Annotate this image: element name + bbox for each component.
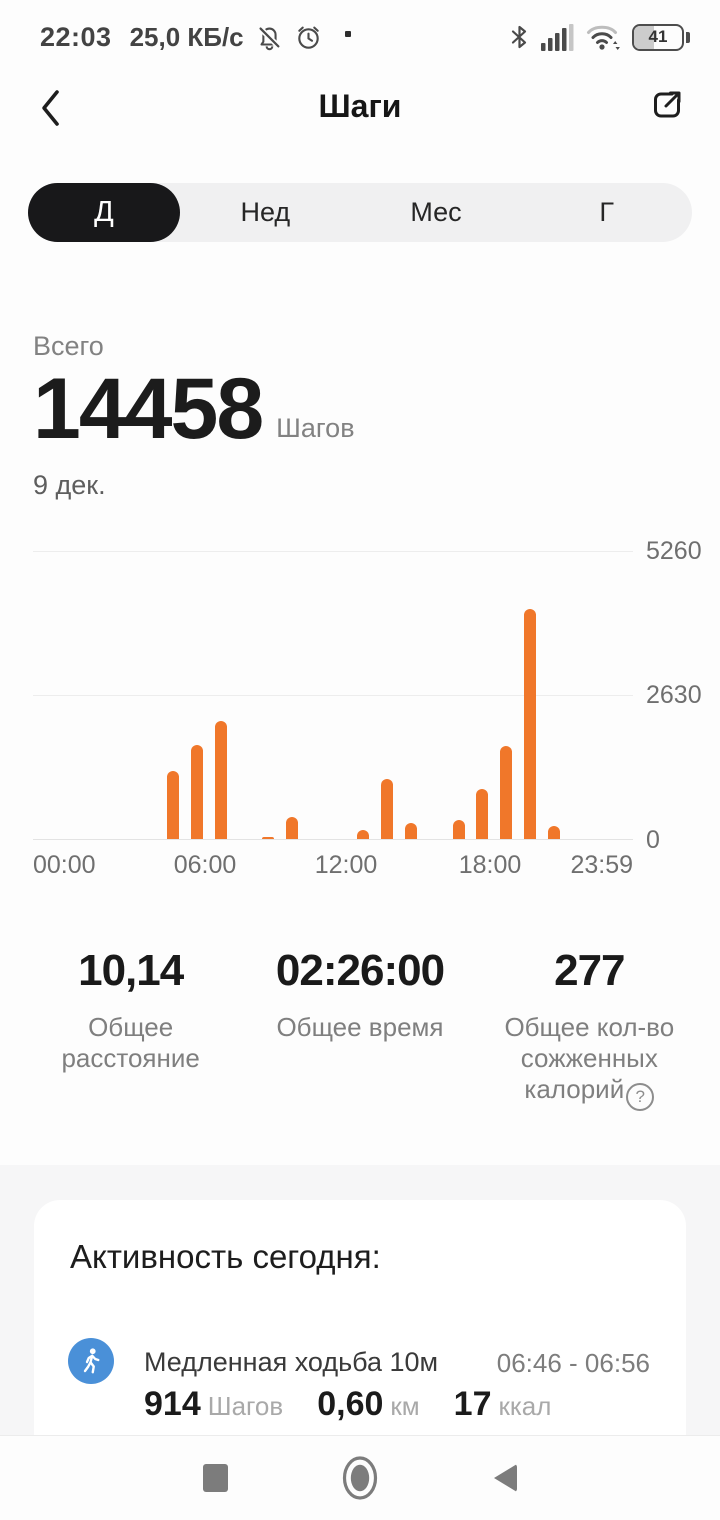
tab-month[interactable]: Мес <box>410 197 462 227</box>
activity-name: Медленная ходьба 10м <box>144 1347 439 1377</box>
total-steps: 14458 Шагов <box>33 366 355 452</box>
totals-row: 10,14 Общее расстояние 02:26:00 Общее вр… <box>16 946 704 1111</box>
gridline-middle <box>33 695 633 696</box>
total-distance-value: 10,14 <box>78 946 184 995</box>
total-calories-value: 277 <box>554 946 625 995</box>
total-calories-label: Общее кол-во сожженных калорий? <box>489 1012 689 1111</box>
y-tick-mid: 2630 <box>646 681 702 709</box>
total-label: Всего <box>33 331 104 361</box>
battery-icon: 41 <box>632 23 684 51</box>
clock: 22:03 <box>40 21 112 52</box>
chart-bar-hour-7[interactable] <box>214 721 227 839</box>
total-steps-value: 14458 <box>33 361 264 457</box>
activity-calories: 17 <box>453 1385 492 1423</box>
x-tick-0600: 06:00 <box>173 851 237 879</box>
gridline-top <box>33 551 633 552</box>
total-calories: 277 Общее кол-во сожженных калорий? <box>475 946 704 1111</box>
activity-section: Активность сегодня: Медленная ходьба 10м… <box>0 1165 720 1447</box>
status-right: 41 <box>499 22 690 52</box>
back-nav-icon <box>493 1464 517 1492</box>
signal-strength-icon <box>541 23 575 51</box>
back-nav-button[interactable] <box>482 1464 528 1492</box>
tab-year[interactable]: Г <box>599 197 614 227</box>
x-axis-line <box>33 839 633 840</box>
total-time-label: Общее время <box>276 1012 444 1042</box>
activity-stats: 914 Шагов 0,60 км 17 ккал <box>144 1385 551 1424</box>
chart-bar-hour-5[interactable] <box>167 771 179 839</box>
chart-bar-hour-15[interactable] <box>405 823 417 839</box>
chart-bar-hour-19[interactable] <box>500 746 513 839</box>
page-title: Шаги <box>318 88 402 124</box>
chart-bar-hour-14[interactable] <box>381 778 394 839</box>
period-tabs: Д Нед Мес Г <box>28 183 692 242</box>
tab-week[interactable]: Нед <box>240 197 291 227</box>
activity-card-title: Активность сегодня: <box>70 1238 381 1275</box>
share-icon[interactable] <box>646 84 688 126</box>
activity-item[interactable]: Медленная ходьба 10м 06:46 - 06:56 <box>68 1338 650 1386</box>
battery-fill <box>634 25 655 49</box>
x-tick-1800: 18:00 <box>458 851 522 879</box>
activity-distance: 0,60 <box>317 1385 384 1423</box>
activity-steps-unit: Шагов <box>207 1391 284 1421</box>
activity-calories-unit: ккал <box>498 1391 552 1421</box>
steps-bar-chart[interactable]: 5260 2630 0 00:00 06:00 12:00 18:00 23:5… <box>33 539 702 879</box>
activity-card: Активность сегодня: Медленная ходьба 10м… <box>34 1200 686 1447</box>
y-tick-zero: 0 <box>646 826 660 854</box>
x-tick-2359: 23:59 <box>570 851 633 879</box>
total-time-value: 02:26:00 <box>275 946 445 995</box>
date-label: 9 дек. <box>33 470 106 500</box>
chart-bar-hour-13[interactable] <box>357 829 370 839</box>
walking-icon <box>68 1338 114 1384</box>
notification-dot <box>344 31 351 37</box>
total-calories-text: Общее кол-во сожженных калорий <box>504 1012 675 1104</box>
x-tick-0000: 00:00 <box>33 851 96 879</box>
recents-icon <box>202 1464 228 1492</box>
chart-bar-hour-20[interactable] <box>524 608 536 839</box>
battery-nub <box>686 31 690 43</box>
home-icon <box>342 1456 378 1500</box>
status-left: 22:03 25,0 КБ/с <box>40 22 351 53</box>
home-button[interactable] <box>337 1454 383 1502</box>
back-button[interactable] <box>36 86 66 130</box>
bluetooth-icon <box>509 23 531 51</box>
recents-button[interactable] <box>192 1464 238 1492</box>
battery-percent: 41 <box>648 27 668 46</box>
chart-bar-hour-6[interactable] <box>190 745 203 839</box>
chart-bar-hour-9[interactable] <box>262 837 275 839</box>
chart-bar-hour-21[interactable] <box>547 825 560 839</box>
tab-day[interactable]: Д <box>28 183 180 242</box>
activity-steps: 914 <box>144 1385 201 1423</box>
chart-bar-hour-18[interactable] <box>476 788 489 839</box>
total-steps-unit: Шагов <box>276 413 355 443</box>
header: Шаги <box>0 70 720 144</box>
status-bar: 22:03 25,0 КБ/с <box>0 0 720 68</box>
total-time: 02:26:00 Общее время <box>245 946 474 1111</box>
chart-bar-hour-10[interactable] <box>286 817 298 839</box>
bell-muted-icon <box>254 22 284 52</box>
wifi-icon <box>585 22 622 52</box>
network-speed: 25,0 КБ/с <box>129 21 244 52</box>
total-distance-label: Общее расстояние <box>61 1012 200 1073</box>
activity-time-range: 06:46 - 06:56 <box>496 1348 650 1378</box>
help-icon[interactable]: ? <box>626 1083 655 1111</box>
x-tick-1200: 12:00 <box>314 851 378 879</box>
alarm-clock-icon <box>294 23 323 52</box>
activity-distance-unit: км <box>390 1391 420 1421</box>
chart-bar-hour-17[interactable] <box>452 819 465 839</box>
total-distance: 10,14 Общее расстояние <box>16 946 245 1111</box>
y-tick-max: 5260 <box>646 537 702 565</box>
android-nav-bar <box>0 1436 720 1520</box>
